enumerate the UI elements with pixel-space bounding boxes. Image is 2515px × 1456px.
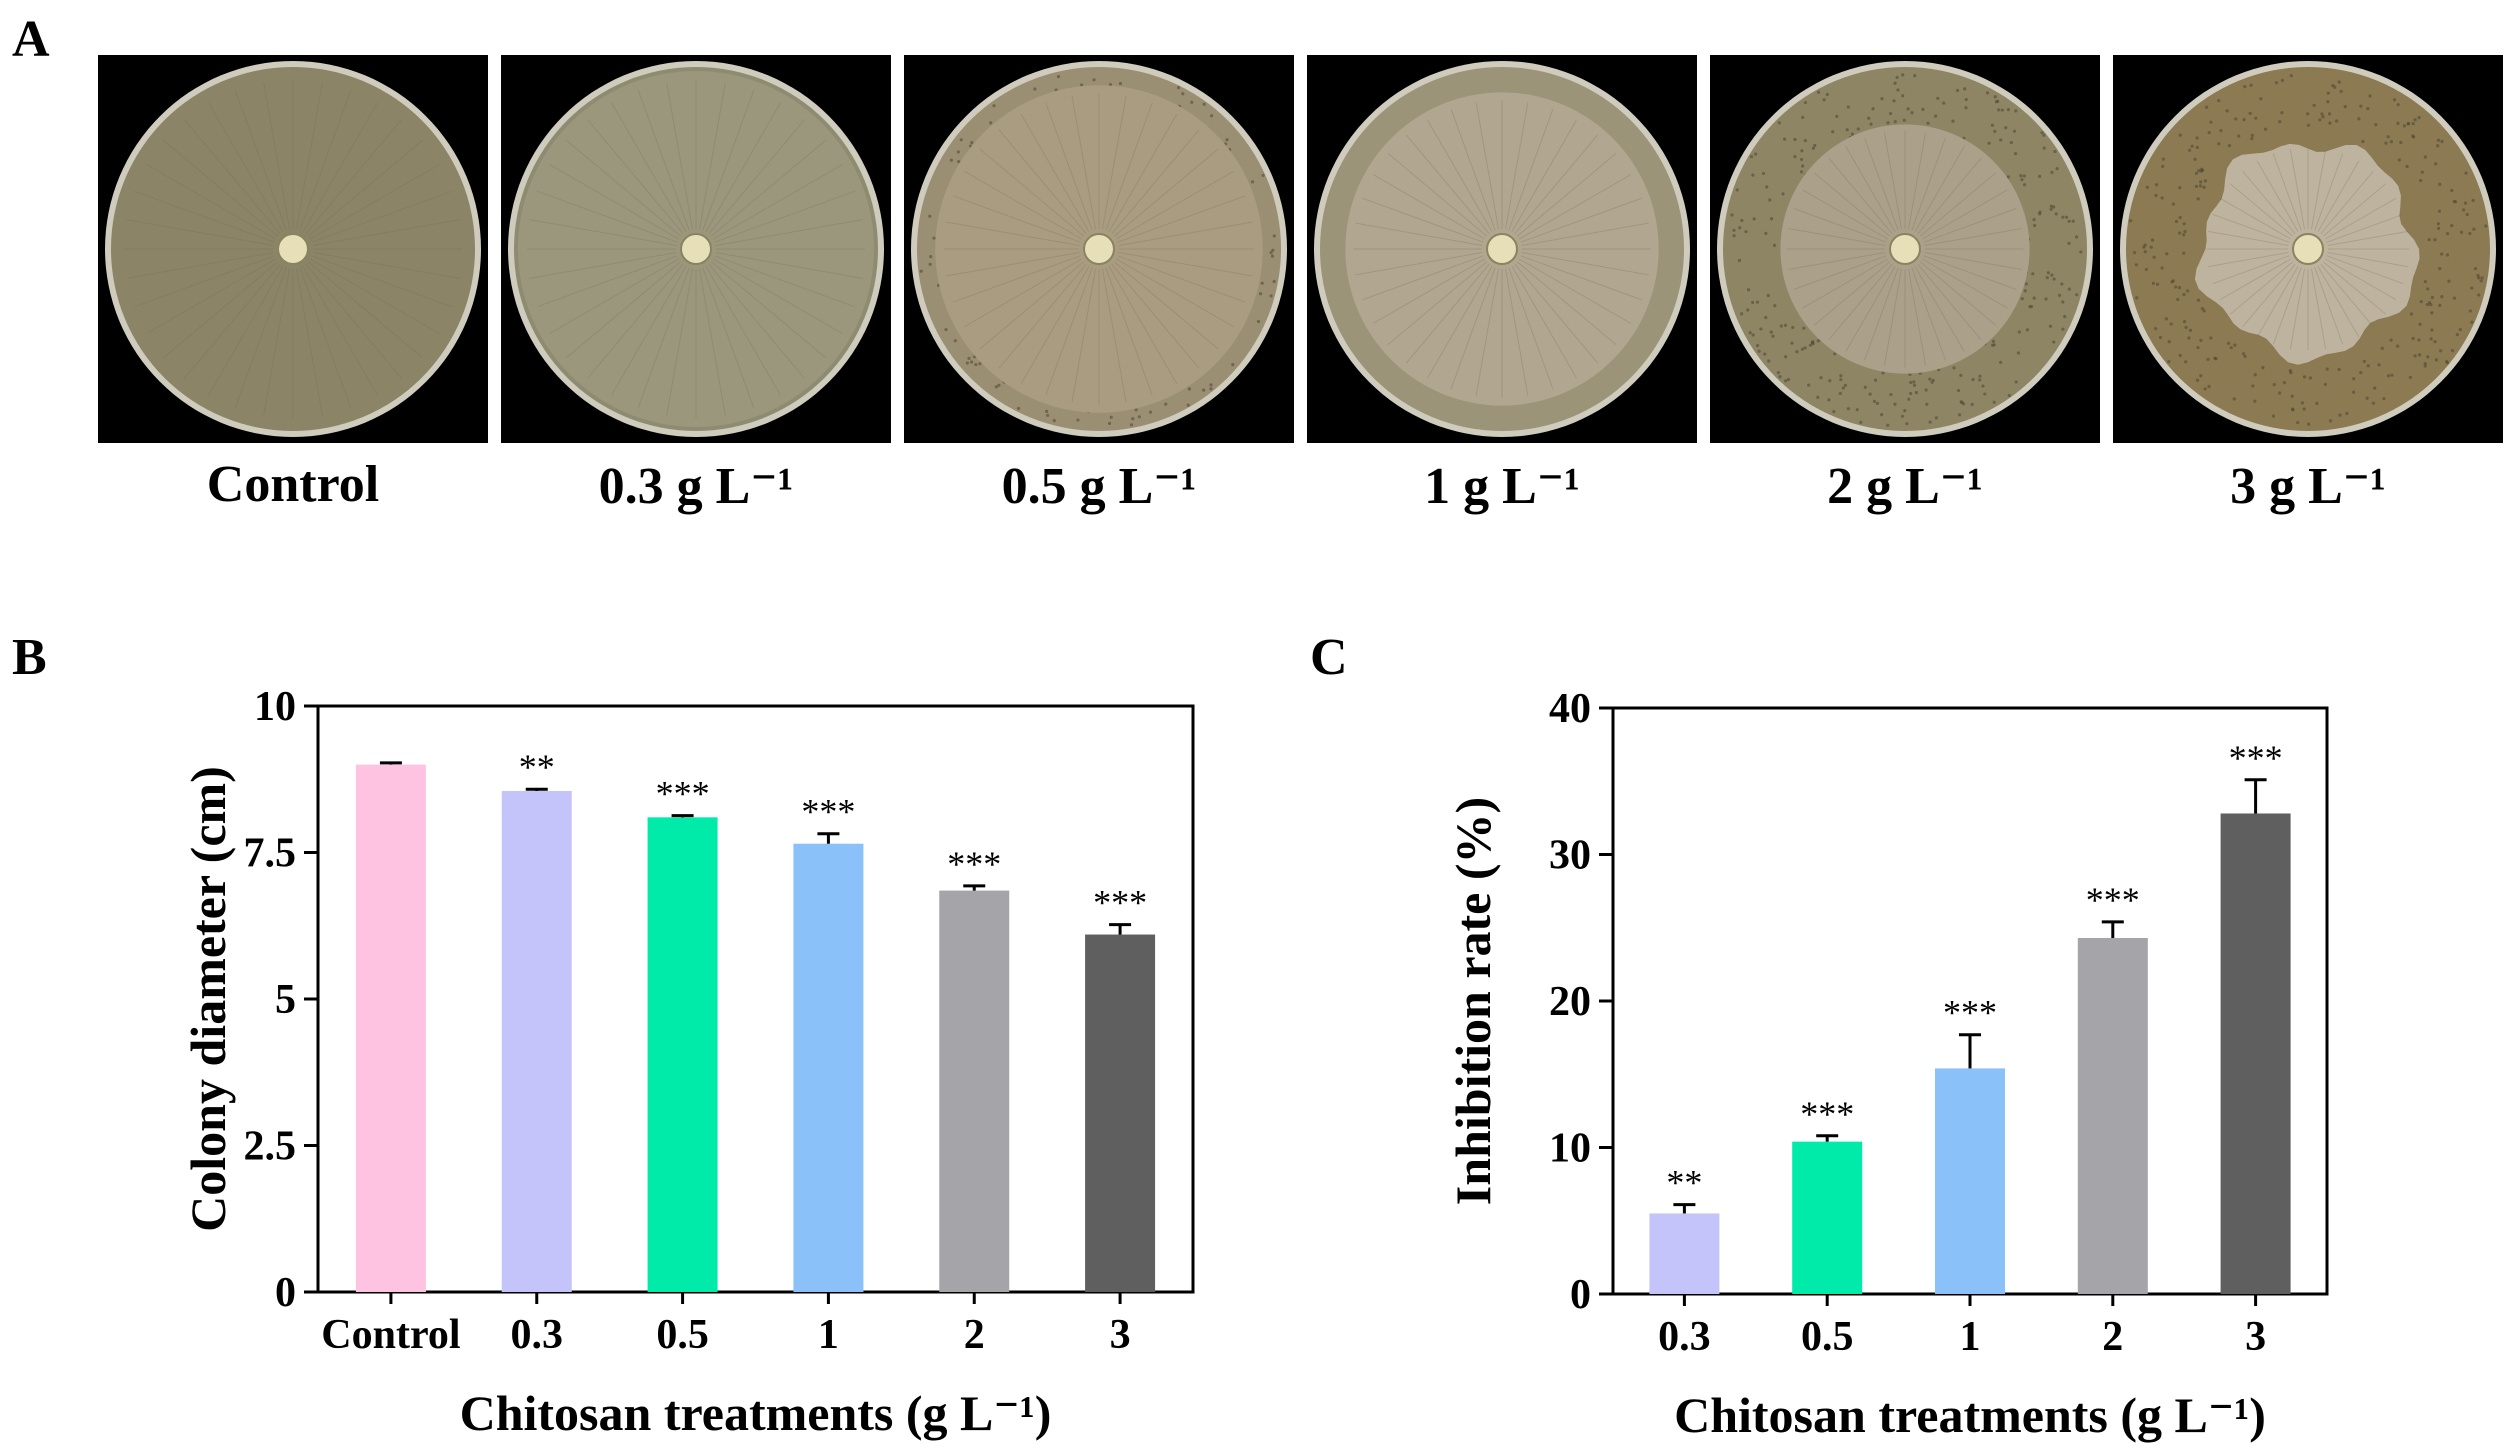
x-axis-title: Chitosan treatments (g L⁻¹) <box>460 1385 1052 1441</box>
bar <box>1792 1141 1863 1294</box>
plate-photo-row: Control 0.3 g L⁻¹ 0.5 g L⁻¹ 1 g L⁻¹ 2 g … <box>0 0 2515 560</box>
bar <box>2077 938 2148 1294</box>
y-tick-label: 0 <box>275 1270 296 1316</box>
plate-label-2: 2 g L⁻¹ <box>1827 458 1983 515</box>
plate-label-1: 1 g L⁻¹ <box>1424 458 1580 515</box>
plate-photo-0-3 <box>501 55 891 443</box>
x-tick-label: 1 <box>1960 1314 1981 1360</box>
y-tick-label: 0 <box>1570 1272 1591 1318</box>
x-tick-label: 2 <box>2102 1314 2123 1360</box>
plate-speckles <box>2128 74 2488 426</box>
significance-label: *** <box>1800 1094 1854 1134</box>
mycelium-rays <box>1353 100 1651 398</box>
plate-photo-3 <box>2113 55 2503 443</box>
y-tick-label: 10 <box>1549 1126 1591 1172</box>
bar <box>939 890 1010 1292</box>
significance-label: *** <box>2086 880 2140 920</box>
mycelium-rays <box>2206 147 2410 351</box>
mycelium-rays <box>123 79 463 419</box>
x-tick-label: Control <box>321 1312 460 1358</box>
bar <box>793 843 864 1292</box>
plate-photo-control <box>98 55 488 443</box>
inoculum-plug <box>1083 233 1115 265</box>
plate-label-control: Control <box>206 456 380 513</box>
inhibition-rate-chart: 0 10 20 30 40 ** 0.3 *** 0.5 *** 1 *** 2 *** 3 Chitosan… <box>1445 686 2329 1443</box>
y-axis-title: Colony diameter (cm) <box>180 766 236 1232</box>
y-tick-label: 10 <box>254 684 296 730</box>
bar <box>1085 934 1156 1292</box>
plate-label-3: 3 g L⁻¹ <box>2230 458 2386 515</box>
bar <box>1649 1213 1720 1294</box>
x-tick-label: 1 <box>818 1312 839 1358</box>
y-axis-title: Inhibition rate (%) <box>1445 797 1501 1205</box>
bar <box>647 817 718 1292</box>
x-tick-label: 3 <box>2245 1314 2266 1360</box>
x-tick-label: 0.5 <box>656 1312 709 1358</box>
mycelium-rays <box>526 79 866 419</box>
panel-label-c: C <box>1310 629 1348 686</box>
x-tick-label: 0.3 <box>1658 1314 1711 1360</box>
x-tick-label: 3 <box>1110 1312 1131 1358</box>
significance-label: *** <box>1943 993 1997 1033</box>
significance-label: *** <box>801 792 855 832</box>
x-axis-title: Chitosan treatments (g L⁻¹) <box>1674 1387 2266 1443</box>
plate-photo-1 <box>1307 55 1697 443</box>
significance-label: ** <box>1666 1163 1702 1203</box>
significance-label: *** <box>1093 883 1147 923</box>
colony-diameter-chart: 0 2.5 5 7.5 10 Control ** 0.3 *** 0.5 *** 1 *** 2 *** 3… <box>180 684 1195 1441</box>
significance-label: *** <box>656 774 710 814</box>
x-tick-label: 0.5 <box>1801 1314 1854 1360</box>
mycelium-rays <box>943 93 1255 405</box>
plate-label-0-5: 0.5 g L⁻¹ <box>1001 458 1197 515</box>
y-tick-label: 2.5 <box>244 1124 297 1170</box>
mycelium-rays <box>1786 130 2024 368</box>
y-tick-label: 5 <box>275 977 296 1023</box>
y-tick-label: 7.5 <box>244 831 297 877</box>
bar <box>1935 1068 2005 1294</box>
y-tick-label: 40 <box>1549 686 1591 732</box>
x-tick-label: 2 <box>964 1312 985 1358</box>
inoculum-plug <box>1486 233 1518 265</box>
significance-label: ** <box>519 747 555 787</box>
panel-label-a: A <box>12 11 50 68</box>
inoculum-plug <box>277 233 309 265</box>
significance-label: *** <box>947 844 1001 884</box>
inoculum-plug <box>680 233 712 265</box>
inoculum-plug <box>2292 233 2324 265</box>
plot-frame <box>316 704 1195 1294</box>
plate-photo-2 <box>1710 55 2100 443</box>
plate-label-0-3: 0.3 g L⁻¹ <box>598 458 794 515</box>
bar <box>355 764 426 1292</box>
panel-label-b: B <box>12 629 47 686</box>
significance-label: *** <box>2229 738 2283 778</box>
inoculum-plug <box>1889 233 1921 265</box>
y-tick-label: 20 <box>1549 979 1591 1025</box>
bar <box>2220 813 2291 1294</box>
x-tick-label: 0.3 <box>511 1312 564 1358</box>
y-tick-label: 30 <box>1549 833 1591 879</box>
bar <box>501 790 572 1292</box>
plate-photo-0-5 <box>904 55 1294 443</box>
